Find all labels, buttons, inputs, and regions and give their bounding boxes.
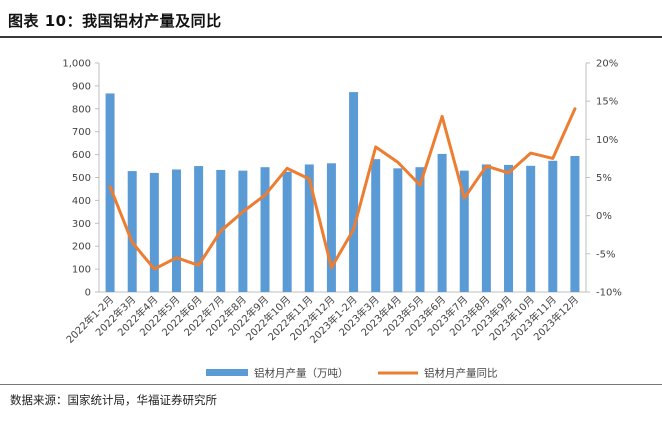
bar (105, 93, 115, 292)
bar (393, 168, 403, 292)
bar (260, 167, 270, 292)
x-axis-labels: 2022年1-2月2022年3月2022年4月2022年5月2022年6月202… (63, 293, 581, 346)
bar (349, 92, 359, 292)
left-tick-label: 200 (72, 242, 91, 253)
line-point (330, 266, 333, 269)
right-tick-label: -5% (596, 249, 615, 260)
right-tick-label: 10% (596, 135, 618, 146)
left-tick-label: 0 (85, 288, 91, 299)
bar (149, 172, 159, 292)
line-series (108, 107, 577, 271)
yoy-line (108, 107, 577, 271)
bar (459, 170, 469, 292)
bar (326, 163, 336, 292)
line-point (108, 185, 112, 188)
footer-divider (0, 384, 662, 385)
bar (238, 170, 248, 292)
line-point (263, 193, 267, 197)
line-point (551, 157, 554, 160)
line-point (485, 164, 488, 168)
bar (371, 159, 381, 292)
legend-bar-label: 铝材月产量（万吨） (254, 367, 349, 380)
legend: 铝材月产量（万吨） 铝材月产量同比 (206, 367, 498, 380)
right-y-axis: -10% -5% 0% 5% 10% 15% 20% (585, 59, 622, 299)
line-point (153, 267, 156, 271)
bar (415, 167, 425, 292)
right-tick-label: -10% (596, 288, 622, 299)
bar (570, 155, 580, 292)
line-point (197, 264, 200, 267)
left-tick-label: 300 (72, 219, 91, 230)
bar (171, 169, 181, 292)
left-tick-label: 400 (72, 196, 91, 207)
bar (504, 164, 514, 292)
right-tick-label: 20% (596, 59, 618, 70)
left-tick-label: 1,000 (62, 59, 91, 70)
line-point (507, 171, 510, 175)
bar (194, 166, 204, 292)
title-divider (0, 36, 662, 38)
line-point (285, 167, 289, 170)
right-tick-label: 15% (596, 97, 618, 108)
line-point (396, 161, 400, 164)
bar (526, 165, 536, 292)
right-tick-label: 5% (596, 173, 612, 184)
line-point (418, 183, 422, 187)
line-point (573, 107, 577, 111)
line-point (308, 177, 311, 181)
line-point (529, 151, 532, 155)
bar (282, 171, 292, 292)
left-tick-label: 500 (72, 173, 91, 184)
bar (127, 171, 137, 292)
legend-bar-swatch (206, 369, 248, 376)
line-point (374, 145, 377, 149)
bar (548, 160, 558, 292)
left-tick-label: 900 (72, 81, 91, 92)
right-tick-label: 0% (596, 211, 612, 222)
line-point (131, 241, 134, 244)
line-point (352, 228, 355, 231)
bar-line-chart: 0 100 200 300 400 500 600 700 800 900 1,000 -10% -5… (62, 59, 622, 380)
line-point (463, 196, 466, 200)
bar (481, 164, 491, 292)
line-point (241, 210, 245, 214)
line-point (440, 115, 444, 118)
left-tick-label: 600 (72, 150, 91, 161)
left-tick-label: 700 (72, 127, 91, 138)
bar-series (105, 92, 580, 292)
bar (437, 153, 447, 292)
line-point (219, 229, 222, 233)
source-note: 数据来源：国家统计局，华福证券研究所 (10, 393, 217, 407)
legend-line-label: 铝材月产量同比 (424, 367, 498, 380)
line-point (175, 256, 178, 259)
left-tick-label: 100 (72, 265, 91, 276)
chart-title: 图表 10：我国铝材产量及同比 (8, 12, 222, 30)
left-tick-label: 800 (72, 104, 91, 115)
bar (304, 164, 314, 292)
